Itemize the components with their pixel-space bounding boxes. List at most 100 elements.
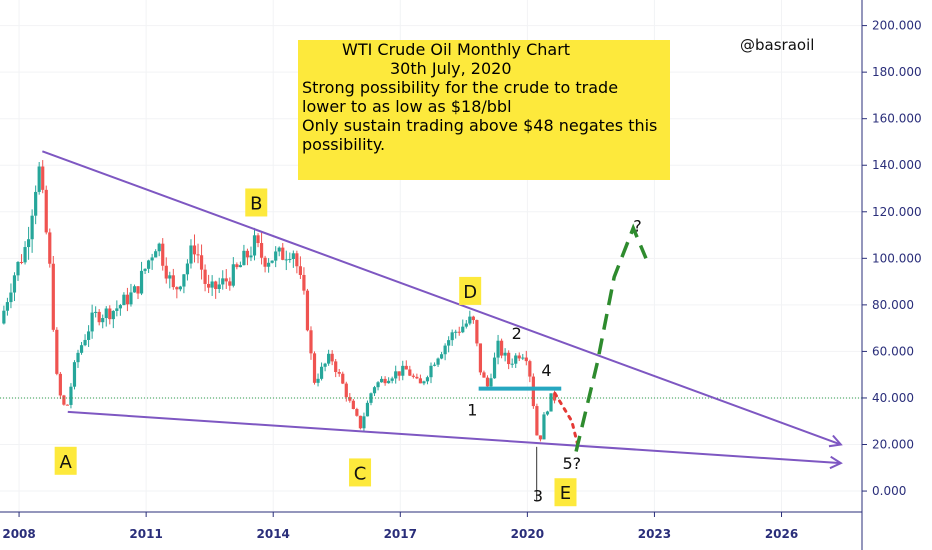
wave-label-box <box>459 276 482 305</box>
candle-body <box>503 352 507 356</box>
candle-body <box>147 260 151 269</box>
candle-body <box>471 316 475 321</box>
candle-body <box>224 278 228 282</box>
candle-body <box>252 235 257 256</box>
wave-label-box <box>54 446 77 475</box>
candle-body <box>87 331 91 340</box>
wave-label: A <box>59 452 72 473</box>
candle-body <box>454 331 458 333</box>
candle-body <box>415 376 419 379</box>
candle-body <box>164 265 168 279</box>
candle-body <box>259 243 264 258</box>
annotation-line: possibility. <box>302 135 386 154</box>
candle-body <box>436 358 440 365</box>
candle-body <box>12 275 17 293</box>
wave-label-box <box>349 458 372 487</box>
candle-body <box>256 235 260 244</box>
candle-body <box>157 243 161 252</box>
candle-body <box>171 275 175 288</box>
candle-body <box>2 310 6 324</box>
candle-body <box>552 393 557 401</box>
candle-body <box>203 269 207 284</box>
candle-body <box>16 261 20 276</box>
candle-body <box>115 308 119 311</box>
candle-body <box>281 247 285 260</box>
candles <box>2 160 557 442</box>
candle-body <box>62 395 66 405</box>
candle-body <box>288 259 292 261</box>
candle-body <box>161 243 165 266</box>
candle-body <box>447 340 451 346</box>
annotation-title: WTI Crude Oil Monthly Chart <box>342 40 571 59</box>
y-tick-label: 60.000 <box>872 344 914 358</box>
annotation-line: Only sustain trading above $48 negates t… <box>302 116 658 135</box>
candle-body <box>499 340 504 356</box>
wave-label: E <box>560 483 571 504</box>
candle-body <box>394 371 398 379</box>
candle-body <box>189 245 193 264</box>
candle-body <box>521 357 525 359</box>
candle-body <box>542 414 546 440</box>
candle-body <box>101 318 105 323</box>
candle-body <box>132 286 137 293</box>
wave-labels: A B C D E 1 2 3 4 5?? <box>54 188 642 507</box>
candle-body <box>199 255 204 270</box>
candle-body <box>41 166 45 190</box>
candle-body <box>26 239 31 248</box>
candle-body <box>235 264 239 268</box>
candle-body <box>355 409 359 416</box>
candle-body <box>514 355 518 364</box>
candle-body <box>94 311 98 313</box>
candle-body <box>492 357 497 379</box>
y-tick-label: 120.000 <box>872 205 922 219</box>
y-tick-label: 180.000 <box>872 65 922 79</box>
candle-body <box>217 284 221 289</box>
trendline-arrowhead <box>828 434 843 448</box>
candle-body <box>274 251 278 261</box>
y-tick-label: 100.000 <box>872 251 922 265</box>
candle-body <box>111 310 115 320</box>
candle-body <box>196 254 200 256</box>
candle-body <box>404 365 408 370</box>
y-tick-label: 40.000 <box>872 391 914 405</box>
y-tick-label: 0.000 <box>872 484 906 498</box>
candle-body <box>143 268 147 271</box>
wave-label: 4 <box>541 361 551 380</box>
candle-body <box>221 278 225 285</box>
wave-label: ? <box>633 217 642 236</box>
candle-body <box>277 247 281 252</box>
candle-body <box>175 287 179 290</box>
candle-body <box>83 339 87 346</box>
candle-body <box>51 263 55 330</box>
annotation-date: 30th July, 2020 <box>390 59 512 78</box>
x-tick-label: 2008 <box>2 527 35 541</box>
candle-body <box>118 305 122 309</box>
x-tick-label: 2014 <box>257 527 290 541</box>
candle-body <box>207 283 211 288</box>
candle-body <box>263 257 267 267</box>
y-tick-label: 80.000 <box>872 298 914 312</box>
trendline-lower <box>67 410 841 465</box>
author-handle: @basraoil <box>740 36 815 54</box>
candle-body <box>125 294 130 305</box>
candle-body <box>348 397 352 401</box>
candle-body <box>450 332 454 341</box>
projection-dotted <box>553 391 580 449</box>
annotation-line: lower to as low as $18/bbl <box>302 97 512 116</box>
candle-body <box>510 363 514 365</box>
candle-body <box>545 411 550 415</box>
candle-body <box>5 302 10 311</box>
y-tick-label: 140.000 <box>872 158 922 172</box>
candle-body <box>369 393 373 403</box>
candle-body <box>432 364 437 366</box>
candle-body <box>517 355 521 359</box>
candle-body <box>475 320 479 344</box>
candle-body <box>136 286 140 294</box>
candle-body <box>214 281 218 289</box>
candle-body <box>351 400 355 410</box>
candle-body <box>485 377 490 387</box>
candle-body <box>535 406 539 436</box>
candle-body <box>23 247 27 263</box>
candle-body <box>97 311 101 323</box>
